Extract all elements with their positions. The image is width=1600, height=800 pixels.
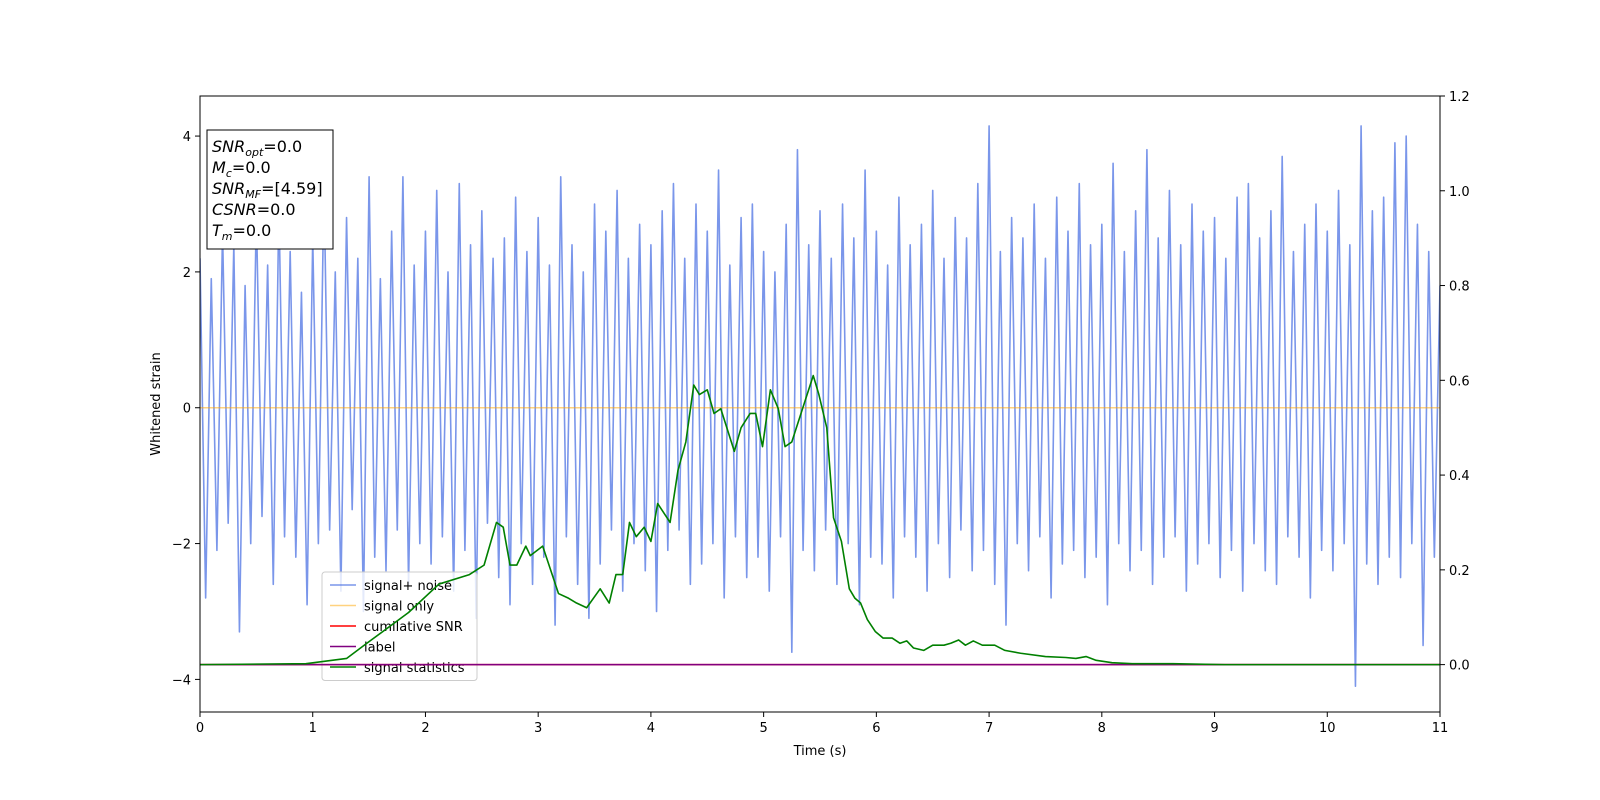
annotation-line: SNRopt=0.0: [212, 137, 302, 159]
y2-tick-label: 0.0: [1449, 659, 1470, 674]
annotation-text: =0.0: [263, 137, 302, 156]
x-tick-label: 10: [1319, 721, 1336, 736]
annotation-subscript: c: [226, 167, 232, 180]
x-tick-label: 5: [759, 721, 767, 736]
y2-tick-label: 1.0: [1449, 185, 1470, 200]
annotation-subscript: MF: [245, 188, 261, 201]
x-axis-label: Time (s): [793, 744, 847, 759]
x-tick-label: 2: [421, 721, 429, 736]
annotation-line: Tm=0.0: [212, 221, 271, 243]
y2-tick-label: 0.6: [1449, 374, 1470, 389]
annotation-symbol: T: [212, 221, 223, 240]
annotation-symbol: CSNR: [212, 200, 257, 219]
annotation-line: CSNR=0.0: [212, 200, 296, 219]
annotation-line: Mc=0.0: [212, 158, 271, 180]
x-tick-label: 7: [985, 721, 993, 736]
y2-tick-label: 1.2: [1449, 90, 1470, 105]
legend-label: signal+ noise: [364, 579, 452, 594]
series-line: [200, 374, 1440, 666]
x-tick-label: 8: [1098, 721, 1106, 736]
y-axis-label: Whitened strain: [149, 352, 164, 455]
legend-box: [321, 571, 478, 681]
plot-frame: [199, 95, 1441, 713]
annotation-text: =[4.59]: [261, 179, 323, 198]
annotation-text: =0.0: [257, 200, 296, 219]
annotation-text: =0.0: [233, 221, 272, 240]
legend-label: label: [364, 641, 395, 656]
annotation-text: =0.0: [232, 158, 271, 177]
x-tick-label: 9: [1210, 721, 1218, 736]
annotation-symbol: SNR: [212, 137, 245, 156]
annotation-subscript: opt: [245, 146, 264, 159]
annotation-box: [206, 129, 334, 250]
y-tick-label: 2: [183, 266, 191, 281]
y2-tick-label: 0.2: [1449, 564, 1470, 579]
annotation: SNRopt=0.0Mc=0.0SNRMF=[4.59]CSNR=0.0Tm=0…: [206, 129, 334, 250]
y-tick-label: 0: [183, 402, 191, 417]
x-tick-label: 0: [196, 721, 204, 736]
annotation-subscript: m: [222, 230, 233, 243]
legend-label: signal only: [364, 600, 434, 615]
x-tick-label: 3: [534, 721, 542, 736]
annotation-symbol: M: [212, 158, 226, 177]
x-tick-label: 11: [1432, 721, 1449, 736]
y-tick-label: −2: [172, 538, 191, 553]
x-tick-label: 6: [872, 721, 880, 736]
series-line: [200, 125, 1440, 687]
annotation-line: SNRMF=[4.59]: [212, 179, 323, 201]
x-tick-label: 1: [309, 721, 317, 736]
y2-tick-label: 0.4: [1449, 469, 1470, 484]
y-tick-label: 4: [183, 130, 191, 145]
y-tick-label: −4: [172, 673, 191, 688]
x-tick-label: 4: [647, 721, 655, 736]
y2-tick-label: 0.8: [1449, 280, 1470, 295]
legend-label: signal statistics: [364, 661, 465, 676]
annotation-symbol: SNR: [212, 179, 245, 198]
legend-label: cumilative SNR: [364, 620, 463, 635]
